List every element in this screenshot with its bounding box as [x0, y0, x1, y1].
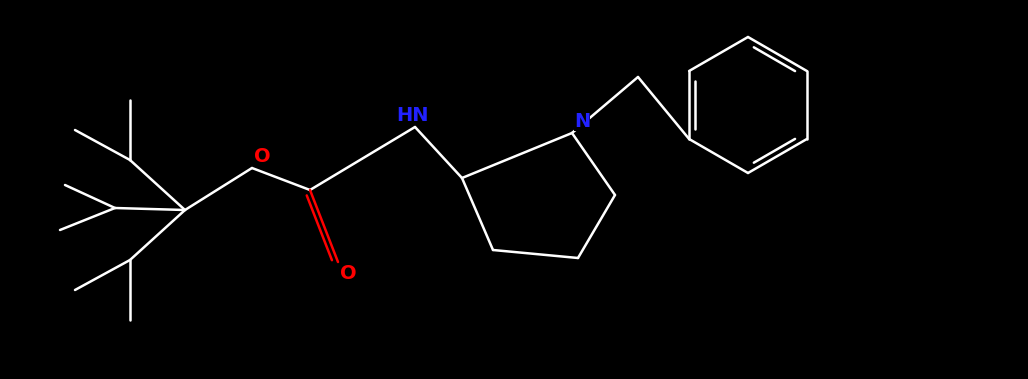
Text: O: O	[340, 264, 357, 283]
Text: N: N	[574, 112, 590, 131]
Text: HN: HN	[397, 106, 430, 125]
Text: O: O	[254, 147, 270, 166]
